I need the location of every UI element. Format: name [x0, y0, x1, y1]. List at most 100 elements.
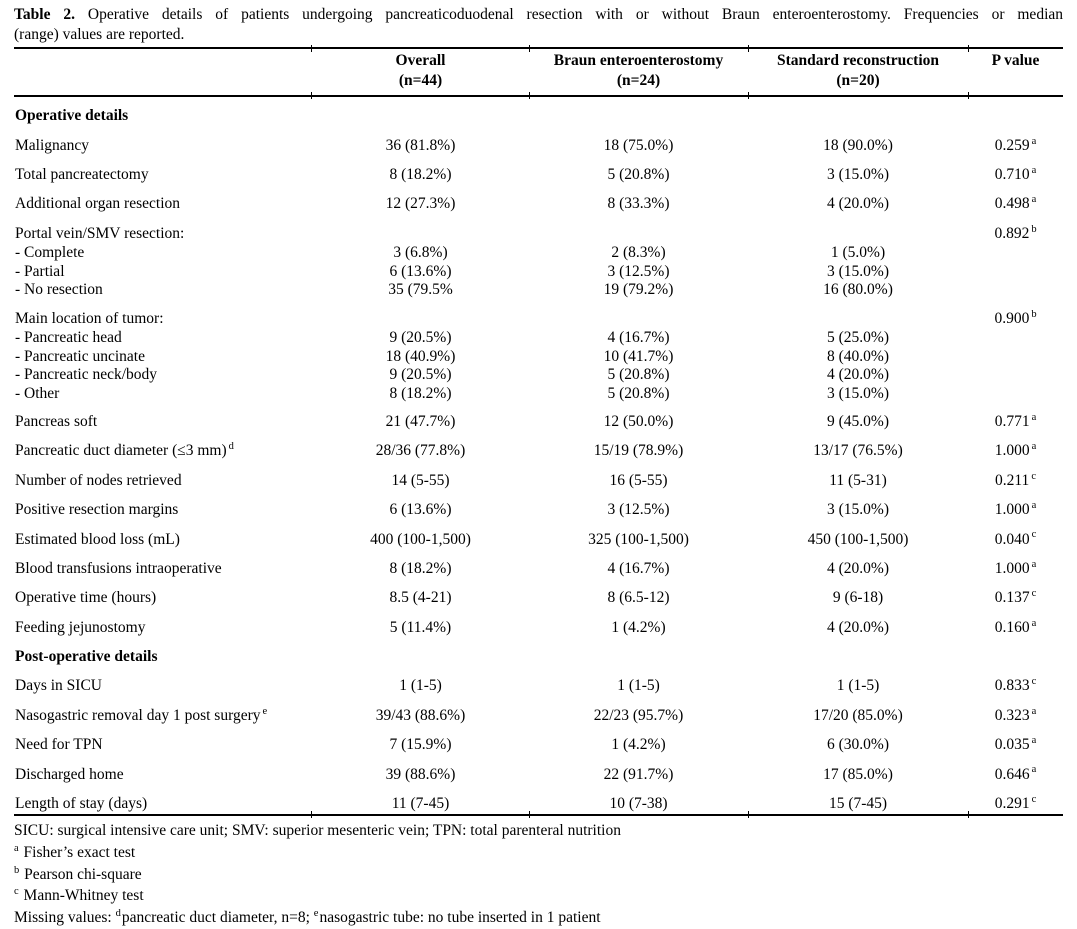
- overall-value-cell: 28/36 (77.8%): [375, 442, 466, 460]
- row-label-cell: Pancreatic duct diameter (≤3 mm) d: [14, 432, 312, 461]
- row-label-cell: Number of nodes retrieved: [14, 462, 312, 491]
- footnote-marker: b: [1031, 223, 1037, 235]
- footnote-marker: a: [1031, 411, 1037, 423]
- braun-value-cell: 2 (8.3%): [611, 244, 666, 262]
- table-row: - Pancreatic uncinate 18 (40.9%) 10 (41.7%…: [14, 348, 1063, 367]
- p-value-cell: 0.211 c: [968, 462, 1063, 491]
- row-label-cell: Discharged home: [14, 756, 312, 785]
- table-row: - No resection 35 (79.5% 19 (79.2%) 16 (80.…: [14, 281, 1063, 300]
- footnote-marker: c: [1031, 588, 1037, 600]
- row-label: Pancreatic duct diameter (≤3 mm): [15, 442, 227, 460]
- braun-value-cell: 12 (50.0%): [603, 413, 674, 431]
- row-label-cell: Need for TPN: [14, 726, 312, 755]
- table-row: Days in SICU 1 (1-5) 1 (1-5) 1 (1-5) 0.833 c: [14, 667, 1063, 696]
- standard-value-cell: 3 (15.0%): [827, 501, 889, 519]
- footnote-marker: a: [1031, 705, 1037, 717]
- column-title: P value: [991, 52, 1040, 70]
- braun-value-cell: 16 (5-55): [609, 471, 668, 489]
- footnote-text: Mann-Whitney test: [19, 887, 144, 905]
- braun-value-cell: 5 (20.8%): [607, 366, 670, 384]
- row-label-cell: Estimated blood loss (mL): [14, 521, 312, 550]
- row-label: Additional organ resection: [15, 195, 181, 213]
- p-value-cell: 0.900 b: [968, 300, 1063, 329]
- braun-value-cell: 1 (1-5): [617, 677, 660, 695]
- table-caption: Table 2. Operative details of patients u…: [14, 5, 1063, 45]
- section-label: Post-operative details: [15, 648, 158, 666]
- braun-value-cell: 15/19 (78.9%): [593, 442, 684, 460]
- column-boundary-tick: [968, 811, 969, 819]
- braun-value-cell: 5 (20.8%): [607, 166, 670, 184]
- overall-value-cell: 18 (40.9%): [385, 347, 456, 365]
- braun-value-cell: 18 (75.0%): [603, 136, 674, 154]
- overall-value-cell: 6 (13.6%): [389, 262, 452, 280]
- row-label: - Complete: [15, 244, 85, 262]
- row-label-cell: - No resection: [14, 281, 312, 300]
- column-title: Overall: [395, 52, 446, 70]
- table-row: - Complete 3 (6.8%) 2 (8.3%) 1 (5.0%): [14, 244, 1063, 263]
- row-label-cell: Blood transfusions intraoperative: [14, 550, 312, 579]
- p-value-cell: [968, 366, 1063, 385]
- braun-value-cell: 22 (91.7%): [603, 765, 674, 783]
- braun-value-cell: [529, 215, 748, 244]
- footnote-marker: d: [228, 441, 234, 453]
- section-header-row: Post-operative details: [14, 638, 1063, 667]
- standard-value-cell: 9 (6-18): [832, 589, 884, 607]
- row-label: Pancreas soft: [15, 413, 98, 431]
- footnote-marker: c: [1031, 470, 1036, 482]
- footnote-marker: a: [1031, 764, 1037, 776]
- footnote-line: SICU: surgical intensive care unit; SMV:…: [14, 820, 1063, 842]
- footnote-marker: b: [1031, 308, 1037, 320]
- row-label: Nasogastric removal day 1 post surgery: [15, 706, 261, 724]
- standard-value-cell: 4 (20.0%): [827, 195, 889, 213]
- standard-value-cell: 11 (5-31): [829, 471, 887, 489]
- overall-value-cell: 8 (18.2%): [389, 384, 452, 402]
- p-value-cell: [968, 263, 1063, 282]
- row-label: Blood transfusions intraoperative: [15, 559, 222, 577]
- p-value: 1.000: [994, 442, 1030, 460]
- braun-value-cell: 5 (20.8%): [607, 384, 670, 402]
- row-label: Number of nodes retrieved: [15, 471, 182, 489]
- column-title: Standard reconstruction: [776, 52, 940, 70]
- p-value-cell: 0.259 a: [968, 127, 1063, 156]
- p-value-cell: [968, 329, 1063, 348]
- row-label: Discharged home: [15, 765, 124, 783]
- overall-value-cell: [312, 215, 529, 244]
- table-row: Nasogastric removal day 1 post surgery e 3…: [14, 697, 1063, 726]
- p-value-cell: 1.000 a: [968, 432, 1063, 461]
- column-header-overall: Overall (n=44): [312, 47, 529, 98]
- row-label: Malignancy: [15, 136, 90, 154]
- row-label: Positive resection margins: [15, 501, 179, 519]
- row-label-cell: - Other: [14, 385, 312, 404]
- column-boundary-tick: [748, 92, 749, 100]
- table-row: Positive resection margins 6 (13.6%) 3 (12…: [14, 491, 1063, 520]
- overall-value-cell: 39 (88.6%): [385, 765, 456, 783]
- row-label: - Partial: [15, 262, 65, 280]
- column-header-braun: Braun enteroenterostomy (n=24): [529, 47, 748, 98]
- row-label: Portal vein/SMV resection:: [15, 224, 185, 242]
- row-label-cell: Operative time (hours): [14, 579, 312, 608]
- standard-value-cell: 450 (100-1,500): [807, 530, 909, 548]
- footnote-marker: d: [115, 907, 121, 919]
- overall-value-cell: 6 (13.6%): [389, 501, 452, 519]
- column-boundary-tick: [529, 92, 530, 100]
- row-label-cell: - Pancreatic uncinate: [14, 348, 312, 367]
- p-value-cell: [968, 281, 1063, 300]
- table-row: Operative time (hours) 8.5 (4-21) 8 (6.5-1…: [14, 579, 1063, 608]
- table-row: Total pancreatectomy 8 (18.2%) 5 (20.8%) 3 …: [14, 156, 1063, 185]
- overall-value-cell: 21 (47.7%): [385, 413, 456, 431]
- row-label-cell: Length of stay (days): [14, 784, 312, 817]
- table-footnotes: SICU: surgical intensive care unit; SMV:…: [14, 816, 1063, 928]
- braun-value-cell: 19 (79.2%): [603, 281, 674, 299]
- footnote-text: SICU: surgical intensive care unit; SMV:…: [14, 822, 621, 840]
- header-row: Overall (n=44) Braun enteroenterostomy (n=…: [14, 47, 1063, 98]
- table-row: Portal vein/SMV resection: 0.892 b: [14, 215, 1063, 244]
- p-value: 0.646: [994, 765, 1030, 783]
- standard-value-cell: [748, 300, 968, 329]
- table-row: - Pancreatic head 9 (20.5%) 4 (16.7%) 5 (25…: [14, 329, 1063, 348]
- p-value: 0.498: [994, 195, 1030, 213]
- braun-value-cell: [529, 300, 748, 329]
- overall-value-cell: 36 (81.8%): [385, 136, 456, 154]
- row-label-cell: Nasogastric removal day 1 post surgery e: [14, 697, 312, 726]
- p-value-cell: 0.892 b: [968, 215, 1063, 244]
